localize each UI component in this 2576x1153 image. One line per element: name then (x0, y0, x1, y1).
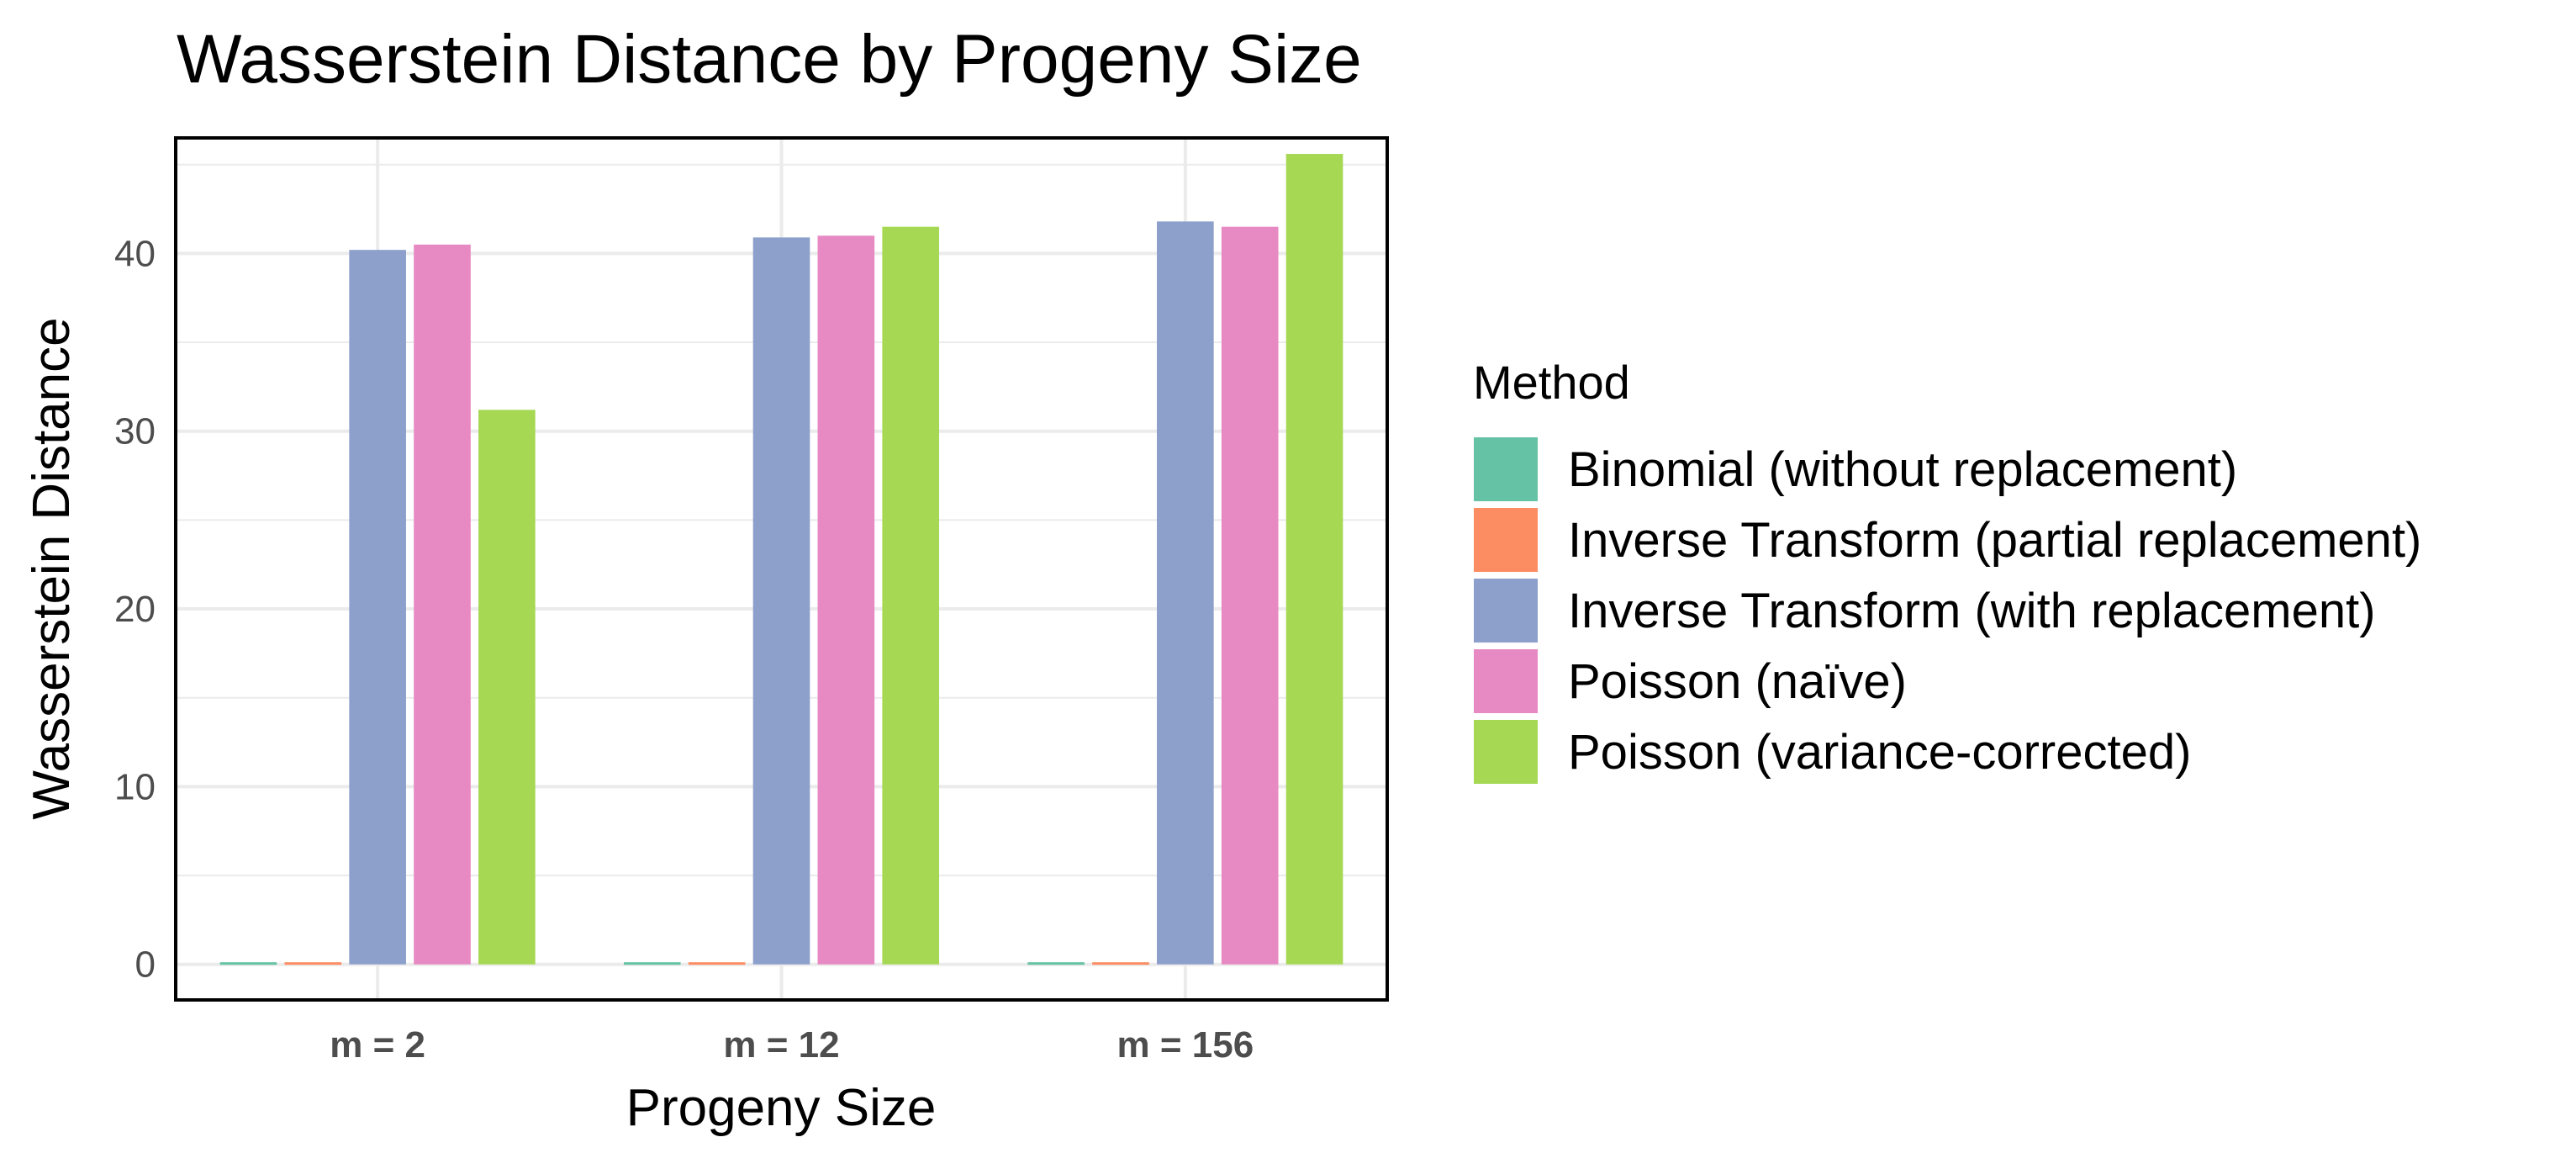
bar (1221, 226, 1279, 965)
bar (1027, 962, 1085, 965)
y-axis-title: Wasserstein Distance (23, 317, 81, 819)
bar (817, 235, 875, 965)
y-tick-label: 30 (114, 411, 156, 452)
bar (349, 250, 406, 965)
bar (1157, 221, 1214, 965)
legend-key (1474, 508, 1538, 572)
bar (284, 962, 342, 965)
x-axis: m = 2 m = 12 m = 156 (330, 1024, 1254, 1066)
legend-key (1474, 579, 1538, 643)
legend-key (1474, 720, 1538, 784)
legend-label: Inverse Transform (with replacement) (1568, 584, 2376, 638)
bar (623, 962, 681, 965)
bar (1092, 962, 1149, 965)
legend-label: Poisson (variance-corrected) (1568, 725, 2191, 780)
bar (219, 962, 277, 965)
x-tick-label: m = 12 (723, 1024, 839, 1066)
y-tick-label: 10 (114, 766, 156, 807)
y-tick-label: 40 (114, 233, 156, 274)
bar (414, 244, 471, 965)
chart-title: Wasserstein Distance by Progeny Size (177, 21, 1362, 98)
legend-key (1474, 437, 1538, 501)
plot-border (174, 136, 1389, 1002)
x-tick-label: m = 2 (330, 1024, 425, 1066)
legend-label: Inverse Transform (partial replacement) (1568, 513, 2421, 568)
bar (1285, 154, 1343, 965)
legend-label: Binomial (without replacement) (1568, 442, 2237, 497)
x-axis-title: Progeny Size (626, 1079, 937, 1137)
legend-key (1474, 649, 1538, 713)
legend-title: Method (1473, 356, 1630, 409)
bar (478, 410, 536, 965)
bar (882, 226, 940, 965)
y-axis: 0 10 20 30 40 (114, 233, 156, 985)
legend: Method Binomial (without replacement) Inv… (1473, 356, 2421, 784)
x-tick-label: m = 156 (1116, 1024, 1254, 1066)
legend-label: Poisson (naïve) (1568, 654, 1907, 709)
bar (688, 962, 746, 965)
y-tick-label: 20 (114, 589, 156, 630)
y-tick-label: 0 (135, 944, 156, 986)
bar (752, 237, 810, 965)
bars (219, 154, 1343, 965)
